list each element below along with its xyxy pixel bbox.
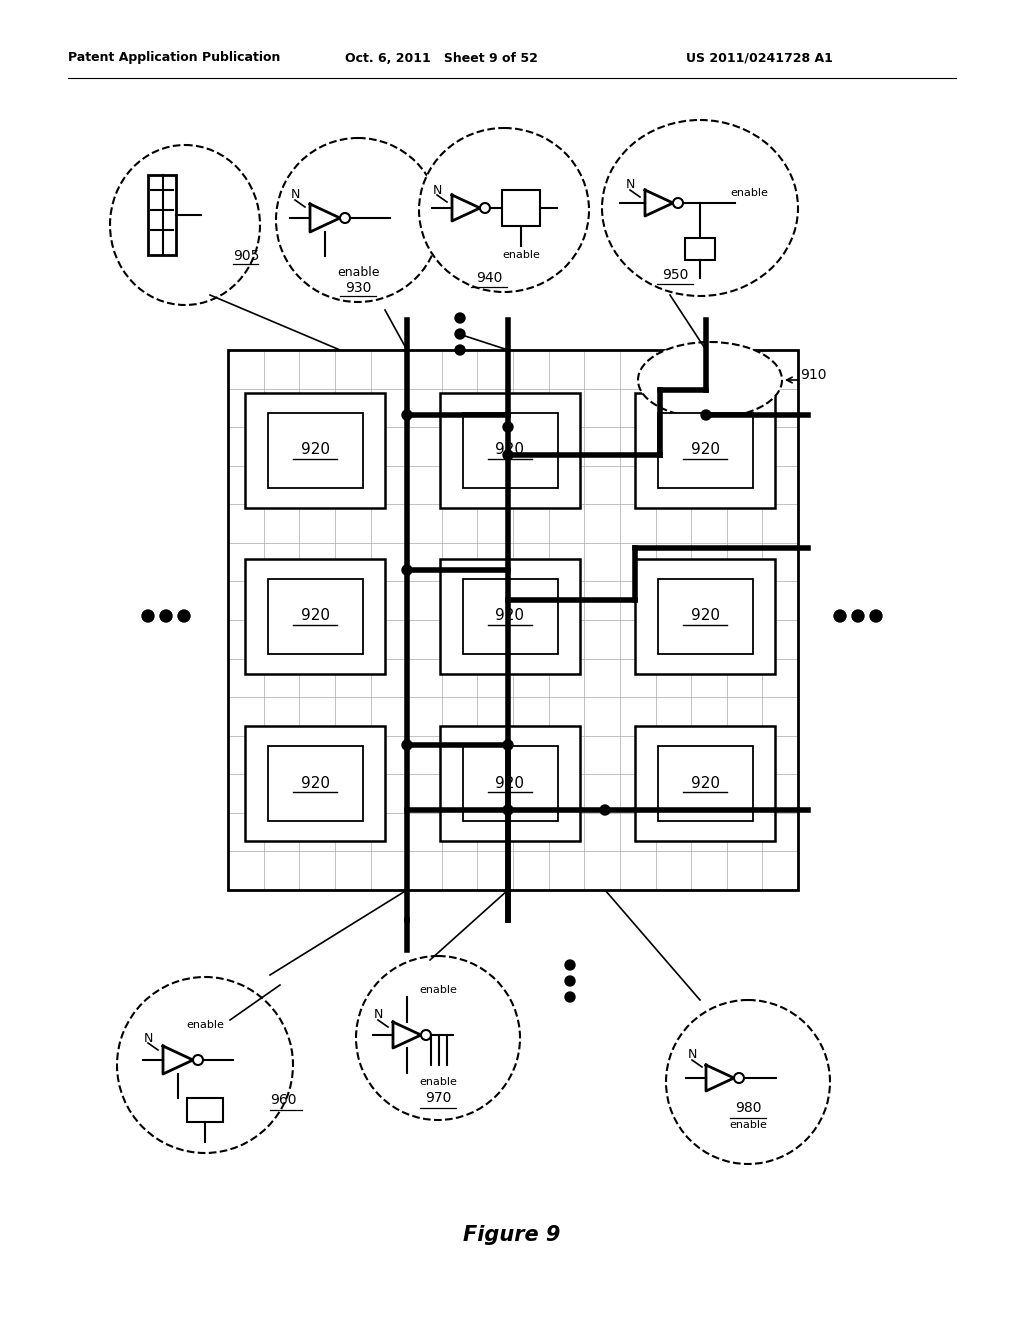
Circle shape: [421, 1030, 431, 1040]
Ellipse shape: [110, 145, 260, 305]
Text: enable: enable: [729, 1119, 767, 1130]
Circle shape: [160, 610, 172, 622]
Circle shape: [565, 960, 575, 970]
Text: 950: 950: [662, 268, 688, 282]
Circle shape: [455, 345, 465, 355]
Text: N: N: [626, 178, 635, 191]
Text: 940: 940: [476, 271, 502, 285]
Bar: [635, 392, 775, 507]
Circle shape: [734, 1073, 744, 1082]
Polygon shape: [163, 1045, 193, 1074]
Bar: [635, 558, 775, 673]
Text: 920: 920: [690, 609, 720, 623]
Ellipse shape: [638, 342, 782, 418]
Circle shape: [178, 610, 190, 622]
Ellipse shape: [419, 128, 589, 292]
Text: 920: 920: [690, 776, 720, 791]
Text: Figure 9: Figure 9: [463, 1225, 561, 1245]
Circle shape: [503, 422, 513, 432]
Text: 905: 905: [233, 249, 259, 263]
Text: Oct. 6, 2011   Sheet 9 of 52: Oct. 6, 2011 Sheet 9 of 52: [345, 51, 538, 65]
Text: enable: enable: [730, 187, 768, 198]
Text: 980: 980: [735, 1101, 761, 1115]
Bar: [685, 238, 715, 260]
Circle shape: [834, 610, 846, 622]
Circle shape: [402, 741, 412, 750]
Text: enable: enable: [419, 985, 457, 995]
Bar: [502, 190, 540, 226]
Circle shape: [503, 741, 513, 750]
Text: N: N: [432, 183, 441, 197]
Ellipse shape: [117, 977, 293, 1152]
Ellipse shape: [602, 120, 798, 296]
Bar: [187, 1098, 223, 1122]
Circle shape: [193, 1055, 203, 1065]
Bar: [657, 578, 753, 653]
Ellipse shape: [356, 956, 520, 1119]
Circle shape: [455, 313, 465, 323]
Bar: [657, 412, 753, 487]
Circle shape: [701, 411, 711, 420]
Ellipse shape: [276, 139, 440, 302]
Text: 920: 920: [496, 609, 524, 623]
Text: 920: 920: [496, 776, 524, 791]
Polygon shape: [452, 195, 480, 220]
Bar: [463, 746, 557, 821]
Bar: [148, 176, 176, 255]
Text: N: N: [143, 1031, 153, 1044]
Bar: [635, 726, 775, 841]
Polygon shape: [393, 1022, 421, 1048]
Bar: [267, 746, 362, 821]
Bar: [267, 412, 362, 487]
Circle shape: [673, 198, 683, 209]
Bar: [245, 726, 385, 841]
Circle shape: [402, 411, 412, 420]
Bar: [440, 558, 580, 673]
Bar: [245, 558, 385, 673]
Circle shape: [565, 993, 575, 1002]
Circle shape: [340, 213, 350, 223]
Circle shape: [402, 565, 412, 576]
Text: N: N: [291, 189, 300, 202]
Bar: [267, 578, 362, 653]
Circle shape: [455, 329, 465, 339]
Text: 960: 960: [270, 1093, 297, 1107]
Text: 970: 970: [425, 1092, 452, 1105]
Text: enable: enable: [502, 249, 540, 260]
Circle shape: [852, 610, 864, 622]
Circle shape: [870, 610, 882, 622]
Text: 920: 920: [496, 442, 524, 458]
Circle shape: [565, 975, 575, 986]
Text: enable: enable: [419, 1077, 457, 1086]
Text: US 2011/0241728 A1: US 2011/0241728 A1: [686, 51, 833, 65]
Polygon shape: [706, 1065, 734, 1092]
Circle shape: [142, 610, 154, 622]
Text: Patent Application Publication: Patent Application Publication: [68, 51, 281, 65]
Text: N: N: [687, 1048, 696, 1061]
Circle shape: [600, 805, 610, 814]
Text: enable: enable: [186, 1020, 224, 1030]
Bar: [440, 726, 580, 841]
Bar: [440, 392, 580, 507]
Polygon shape: [310, 205, 340, 232]
Polygon shape: [645, 190, 673, 216]
Bar: [657, 746, 753, 821]
Circle shape: [503, 805, 513, 814]
Circle shape: [480, 203, 490, 213]
Text: N: N: [374, 1008, 383, 1022]
Bar: [463, 578, 557, 653]
Text: 920: 920: [300, 776, 330, 791]
Circle shape: [503, 450, 513, 459]
Ellipse shape: [666, 1001, 830, 1164]
Text: 920: 920: [300, 442, 330, 458]
Text: 920: 920: [300, 609, 330, 623]
Text: 930: 930: [345, 281, 371, 294]
Bar: [245, 392, 385, 507]
Text: 910: 910: [800, 368, 826, 381]
Text: enable: enable: [337, 265, 379, 279]
Bar: [463, 412, 557, 487]
Bar: [228, 350, 798, 890]
Text: 920: 920: [690, 442, 720, 458]
